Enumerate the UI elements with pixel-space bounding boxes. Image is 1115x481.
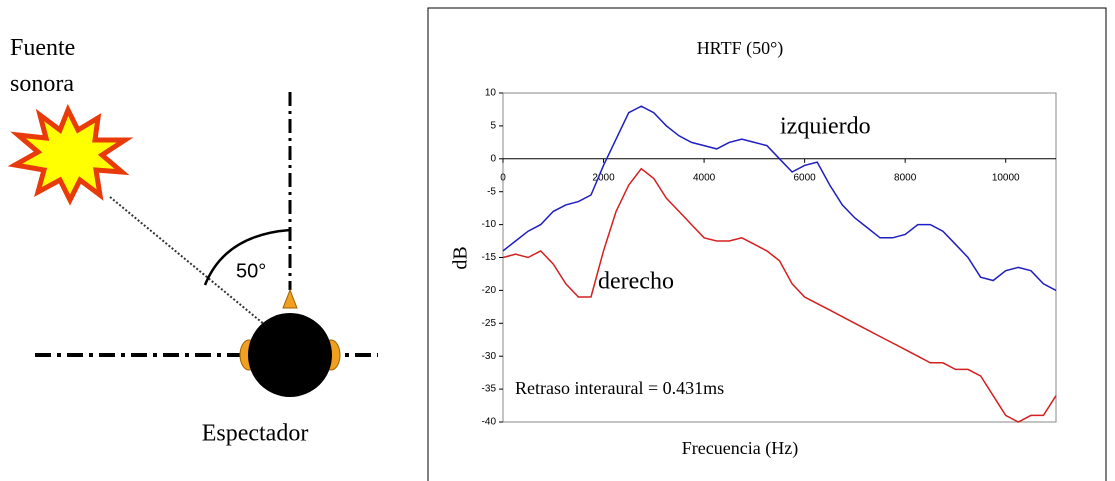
y-tick-label: 0 bbox=[490, 153, 496, 164]
sound-burst bbox=[7, 103, 134, 206]
listener-label: Espectador bbox=[202, 421, 309, 447]
series-line bbox=[502, 167, 1057, 423]
y-tick-label: -20 bbox=[482, 285, 497, 296]
y-tick-label: -25 bbox=[482, 318, 497, 329]
y-tick-label: -35 bbox=[482, 384, 497, 395]
x-tick-label: 8000 bbox=[894, 172, 917, 183]
chart-frame bbox=[427, 7, 1107, 481]
nose bbox=[282, 288, 298, 309]
chart-title: HRTF (50°) bbox=[697, 38, 784, 59]
x-tick-label: 10000 bbox=[992, 172, 1020, 183]
y-tick-label: -15 bbox=[482, 252, 497, 263]
y-tick-label: -30 bbox=[482, 351, 497, 362]
head bbox=[248, 313, 332, 397]
y-axis-label: dB bbox=[450, 246, 472, 269]
sound-path bbox=[109, 196, 266, 326]
angle-label: 50° bbox=[236, 260, 266, 282]
y-tick-label: -10 bbox=[482, 219, 497, 230]
x-axis-label: Frecuencia (Hz) bbox=[682, 438, 798, 459]
source-label: Fuente sonora bbox=[10, 35, 76, 97]
y-tick-label: -5 bbox=[487, 186, 496, 197]
series-label: izquierdo bbox=[780, 114, 871, 140]
angle-arc bbox=[203, 228, 291, 286]
x-tick-label: 2000 bbox=[592, 172, 615, 183]
y-tick-label: -40 bbox=[482, 417, 497, 428]
series-line bbox=[502, 105, 1057, 292]
y-tick-label: 5 bbox=[490, 121, 496, 132]
x-tick-label: 4000 bbox=[693, 172, 716, 183]
series-label: derecho bbox=[598, 269, 674, 295]
annotation: Retraso interaural = 0.431ms bbox=[515, 378, 724, 398]
x-tick-label: 6000 bbox=[794, 172, 817, 183]
x-tick-label: 0 bbox=[500, 172, 506, 183]
y-tick-label: 10 bbox=[485, 88, 497, 99]
